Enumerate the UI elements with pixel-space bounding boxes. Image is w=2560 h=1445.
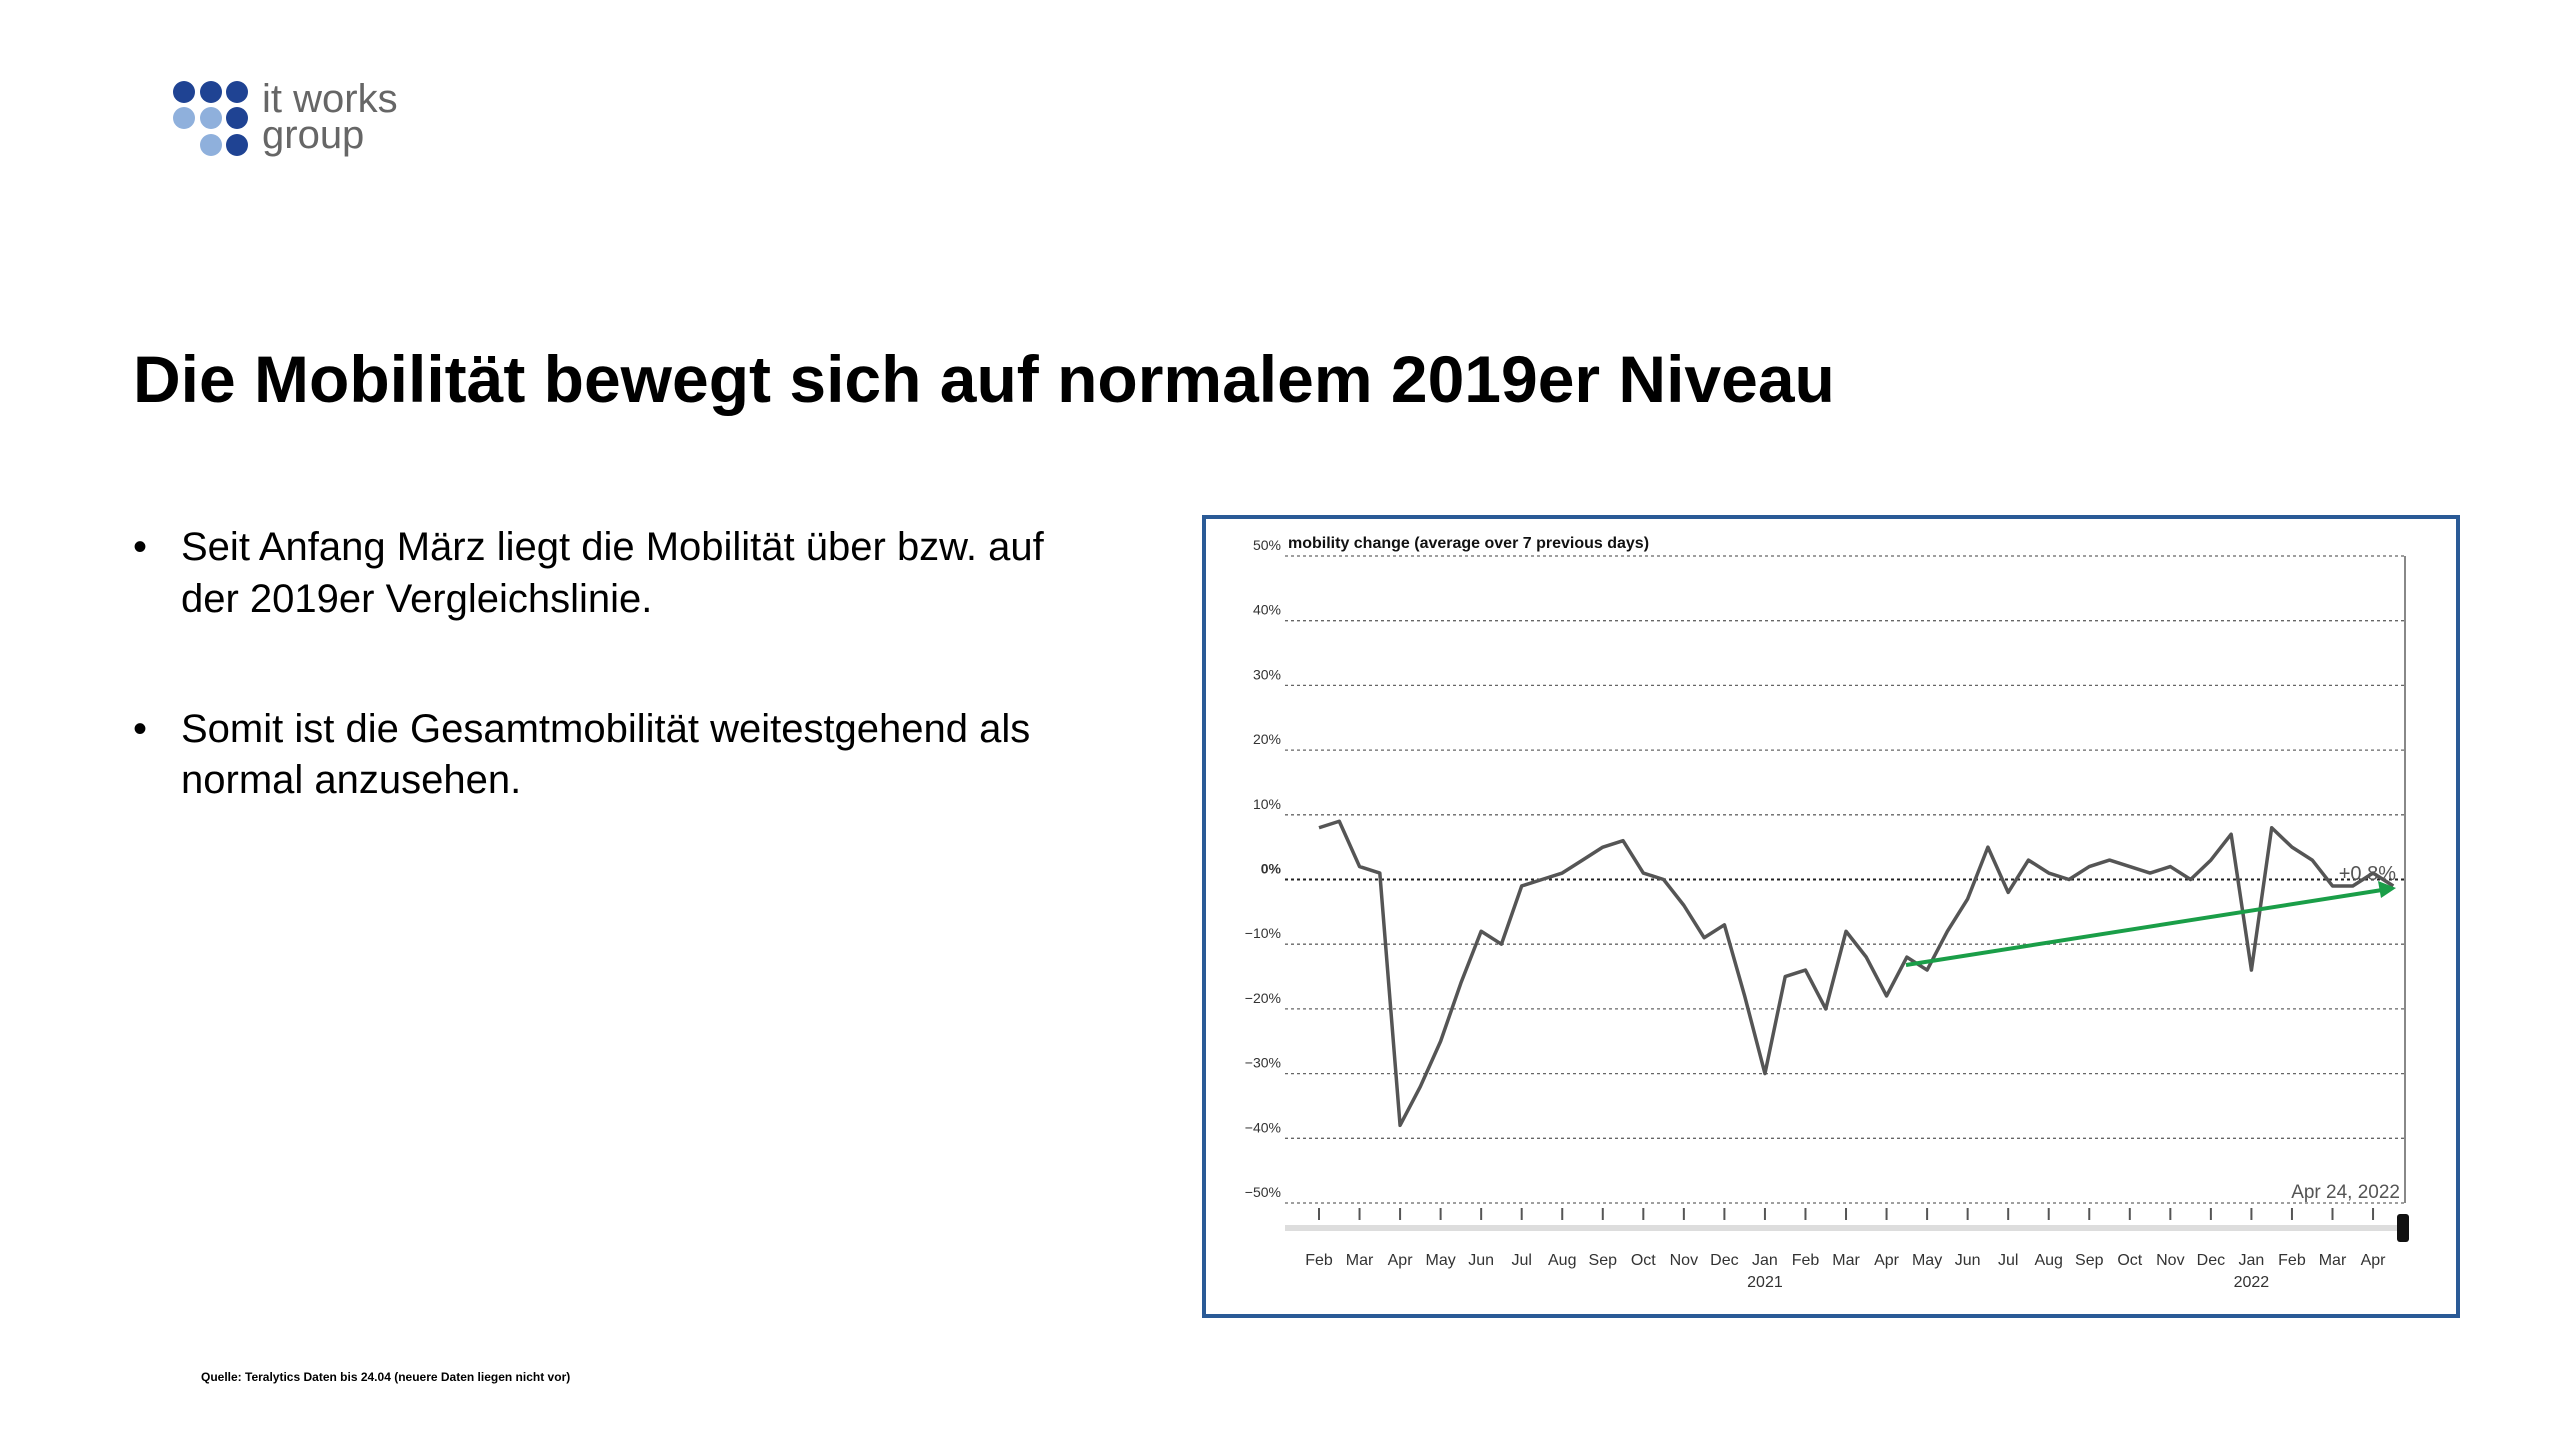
x-tick-label: Apr — [1388, 1252, 1414, 1269]
logo-dot — [226, 107, 248, 129]
x-tick-label: Feb — [1792, 1252, 1820, 1269]
logo-text: group — [262, 113, 364, 157]
chart-title: mobility change (average over 7 previous… — [1288, 535, 1649, 552]
y-tick-label: −30% — [1245, 1055, 1281, 1071]
bullet-text: Somit ist die Gesamtmobilität weitestgeh… — [181, 707, 1030, 751]
bullet-text: normal anzusehen. — [181, 758, 521, 802]
bullets: • Seit Anfang März liegt die Mobilität ü… — [133, 525, 1045, 802]
x-tick-label: Dec — [2197, 1252, 2225, 1269]
chart: mobility change (average over 7 previous… — [1245, 535, 2409, 1291]
logo-dot — [200, 81, 222, 103]
y-tick-label: 20% — [1253, 731, 1281, 747]
logo-dot — [226, 134, 248, 156]
y-tick-label: 40% — [1253, 602, 1281, 618]
x-tick-label: Mar — [1832, 1252, 1860, 1269]
x-tick-label: Aug — [2034, 1252, 2062, 1269]
y-tick-label: −40% — [1245, 1119, 1281, 1135]
x-tick-label: Oct — [1631, 1252, 1656, 1269]
x-tick-label: Jul — [1998, 1252, 2018, 1269]
x-tick-label: Nov — [1670, 1252, 1698, 1269]
bullet-text: Seit Anfang März liegt die Mobilität übe… — [181, 525, 1045, 569]
x-tick-label: Oct — [2117, 1252, 2142, 1269]
x-tick-label: Jan — [1752, 1252, 1778, 1269]
x-tick-label: Sep — [1589, 1252, 1618, 1269]
y-tick-label: −20% — [1245, 990, 1281, 1006]
slider-handle — [2397, 1214, 2409, 1242]
logo-dot — [226, 81, 248, 103]
x-tick-label: Nov — [2156, 1252, 2184, 1269]
x-year-label: 2022 — [2234, 1274, 2270, 1291]
x-year-label: 2021 — [1747, 1274, 1783, 1291]
bullet-text: der 2019er Vergleichslinie. — [181, 577, 652, 621]
bullet-dot: • — [133, 707, 147, 751]
y-tick-label: 10% — [1253, 796, 1281, 812]
slide-title: Die Mobilität bewegt sich auf normalem 2… — [133, 342, 1835, 416]
series-line — [1318, 819, 2395, 1128]
logo-dot — [173, 81, 195, 103]
logo-text: it works — [262, 77, 398, 121]
x-tick-label: Feb — [2278, 1252, 2306, 1269]
logo-dot — [200, 107, 222, 129]
x-tick-label: May — [1912, 1252, 1942, 1269]
x-tick-label: Jun — [1468, 1252, 1494, 1269]
annotation: +0.8% — [2339, 863, 2396, 885]
y-tick-label: 50% — [1253, 537, 1281, 553]
y-tick-label: −50% — [1245, 1184, 1281, 1200]
x-tick-label: May — [1426, 1252, 1456, 1269]
bullet-dot: • — [133, 525, 147, 569]
y-tick-label: 0% — [1261, 861, 1282, 877]
x-tick-label: Apr — [2361, 1252, 2387, 1269]
x-tick-label: Apr — [1874, 1252, 1900, 1269]
x-tick-label: Mar — [1346, 1252, 1374, 1269]
trend-line — [1905, 888, 2383, 967]
logo: it works group — [173, 77, 398, 157]
trend-head — [2378, 881, 2396, 898]
trend-arrow — [1905, 881, 2396, 967]
annotation: Apr 24, 2022 — [2291, 1182, 2400, 1203]
slider-track — [1285, 1225, 2405, 1231]
x-tick-label: Jun — [1955, 1252, 1981, 1269]
x-tick-label: Sep — [2075, 1252, 2104, 1269]
y-tick-label: 30% — [1253, 666, 1281, 682]
logo-dot — [173, 107, 195, 129]
x-tick-label: Jan — [2239, 1252, 2265, 1269]
source-note: Quelle: Teralytics Daten bis 24.04 (neue… — [201, 1370, 570, 1384]
x-tick-label: Mar — [2319, 1252, 2347, 1269]
chart-frame — [1202, 515, 2460, 1318]
y-tick-label: −10% — [1245, 925, 1281, 941]
x-tick-label: Dec — [1710, 1252, 1738, 1269]
x-tick-label: Aug — [1548, 1252, 1576, 1269]
x-tick-label: Feb — [1305, 1252, 1333, 1269]
logo-dot — [200, 134, 222, 156]
x-tick-label: Jul — [1511, 1252, 1531, 1269]
